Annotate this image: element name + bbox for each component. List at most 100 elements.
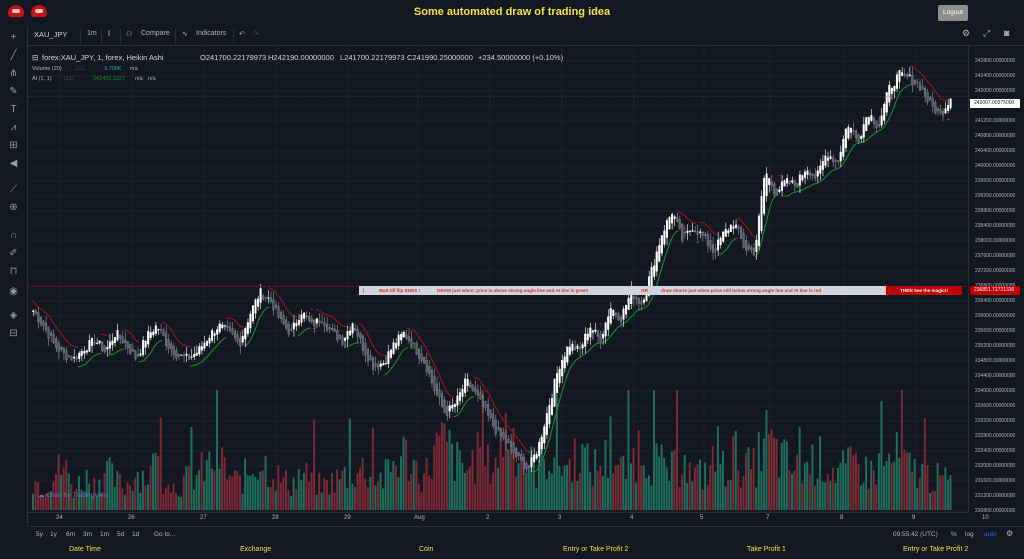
- prediction-icon[interactable]: ⊞: [9, 140, 18, 151]
- candle-body: [88, 339, 91, 352]
- brush-icon[interactable]: ✎: [9, 86, 18, 97]
- banner-text-4: draw shorts just when price still below …: [661, 288, 822, 293]
- volume-bar: [788, 469, 791, 510]
- magnet-icon[interactable]: ∩: [9, 230, 18, 241]
- pencil-lock-icon[interactable]: ✐: [9, 248, 18, 259]
- time-axis[interactable]: 24 26 27 28 29 Aug 2 3 4 5 7 8 9 10: [28, 512, 989, 524]
- ai-line-segment: [425, 347, 429, 352]
- ruler-icon[interactable]: ⟋: [10, 184, 17, 195]
- auto-toggle[interactable]: auto: [984, 531, 997, 538]
- candle-body: [374, 363, 377, 367]
- settings-icon[interactable]: ⚙: [1006, 529, 1014, 538]
- volume-bar: [548, 470, 551, 510]
- utc-clock[interactable]: 09:55:42 (UTC): [893, 531, 938, 538]
- candle-body: [116, 330, 119, 341]
- ai-line-segment: [737, 218, 741, 221]
- volume-bar: [578, 472, 581, 510]
- ai-line-segment: [573, 359, 577, 364]
- lock-icon[interactable]: ⊓: [9, 266, 18, 277]
- ai-line-segment: [504, 422, 508, 427]
- log-toggle[interactable]: log: [965, 531, 974, 538]
- ai-line-segment: [882, 124, 887, 129]
- volume-bar: [147, 484, 149, 510]
- chart-style-icon[interactable]: ⫾: [108, 30, 111, 37]
- ai-line-segment: [379, 353, 383, 356]
- price-chart: [28, 46, 987, 512]
- candle-body: [428, 366, 431, 375]
- trash-icon[interactable]: ⊟: [9, 328, 18, 339]
- ai-line-segment: [609, 333, 613, 338]
- range-button-3m[interactable]: 3m: [83, 531, 93, 538]
- volume-legend-label[interactable]: Volume (20): [32, 66, 62, 72]
- range-button-1y[interactable]: 1y: [50, 531, 57, 538]
- undo-icon[interactable]: ↶: [239, 31, 245, 38]
- candle-body: [911, 75, 914, 86]
- candle-body: [42, 320, 45, 327]
- range-button-1m[interactable]: 1m: [100, 531, 110, 538]
- ai-legend-controls[interactable]: □□□: [64, 76, 74, 82]
- redo-icon[interactable]: ↷: [253, 31, 259, 38]
- volume-bar: [359, 467, 362, 510]
- volume-bar: [170, 492, 172, 510]
- range-button-5y[interactable]: 5y: [36, 531, 43, 538]
- trendline-icon[interactable]: ╱: [10, 50, 17, 61]
- logout-button[interactable]: Logout: [938, 5, 968, 21]
- volume-legend-controls[interactable]: □□□: [75, 66, 85, 72]
- ai-line-segment: [445, 390, 449, 395]
- candle-body: [453, 403, 456, 408]
- crosshair-icon[interactable]: +: [10, 32, 17, 43]
- symbol-search[interactable]: XAU_JPY: [34, 30, 68, 39]
- volume-bar: [52, 481, 55, 510]
- top-bar: Some automated draw of trading idea Logo…: [0, 0, 1024, 26]
- ai-line-segment: [44, 311, 48, 315]
- candle-body: [487, 404, 490, 416]
- volume-bar: [660, 444, 663, 510]
- range-button-5d[interactable]: 5d: [117, 531, 125, 538]
- candle-body: [50, 332, 53, 336]
- pitchfork-icon[interactable]: ⋔: [9, 68, 18, 79]
- camera-icon[interactable]: ◙: [1004, 28, 1010, 38]
- goto-button[interactable]: Go to...: [154, 531, 176, 538]
- legend-toggle-icon[interactable]: ⊟: [32, 53, 39, 62]
- ai-line-segment: [437, 372, 442, 380]
- ai-line-segment: [721, 250, 725, 255]
- candle-body: [507, 438, 510, 443]
- compare-button[interactable]: Compare: [141, 30, 170, 37]
- volume-bar: [903, 449, 906, 510]
- candle-body: [625, 305, 628, 315]
- candle-body: [563, 356, 566, 369]
- zoom-icon[interactable]: ⊕: [9, 202, 18, 213]
- ai-legend-label[interactable]: AI (1, 1): [32, 76, 52, 82]
- fullscreen-icon[interactable]: ⤢: [983, 28, 991, 38]
- interval-button[interactable]: 1m: [87, 30, 97, 37]
- percent-toggle[interactable]: %: [951, 531, 957, 538]
- layers-icon[interactable]: ◈: [9, 310, 18, 321]
- range-button-6m[interactable]: 6m: [66, 531, 76, 538]
- tradingview-watermark[interactable]: ☁ Chart by TradingView: [38, 491, 108, 499]
- text-icon[interactable]: T: [10, 104, 17, 115]
- volume-bar: [829, 481, 832, 510]
- volume-bar: [532, 457, 535, 510]
- price-axis[interactable]: 242800.00000000 242400.00000000 242000.000…: [968, 46, 1024, 514]
- range-button-1d[interactable]: 1d: [132, 531, 140, 538]
- ai-line-segment: [468, 396, 472, 400]
- arrow-icon[interactable]: ◀: [9, 158, 18, 169]
- pattern-icon[interactable]: ⩘: [10, 122, 17, 133]
- ai-line-segment: [269, 287, 273, 291]
- eye-icon[interactable]: ◉: [9, 286, 18, 297]
- chart-pane[interactable]: [28, 46, 987, 512]
- ai-line-segment: [325, 314, 329, 317]
- volume-bar: [515, 476, 517, 510]
- ai-line-segment: [739, 219, 743, 223]
- candle-body: [205, 340, 208, 346]
- volume-bar: [336, 469, 339, 510]
- ai-line-segment: [667, 240, 672, 248]
- legend-main[interactable]: forex:XAU_JPY, 1, forex, Heikin Ashi: [42, 53, 164, 62]
- volume-bar: [931, 490, 934, 510]
- settings-icon[interactable]: ⚙: [962, 28, 971, 38]
- candle-body: [594, 329, 597, 332]
- indicators-button[interactable]: Indicators: [196, 30, 227, 37]
- volume-bar: [647, 475, 650, 510]
- volume-bar: [256, 479, 259, 510]
- candle-body: [533, 454, 536, 463]
